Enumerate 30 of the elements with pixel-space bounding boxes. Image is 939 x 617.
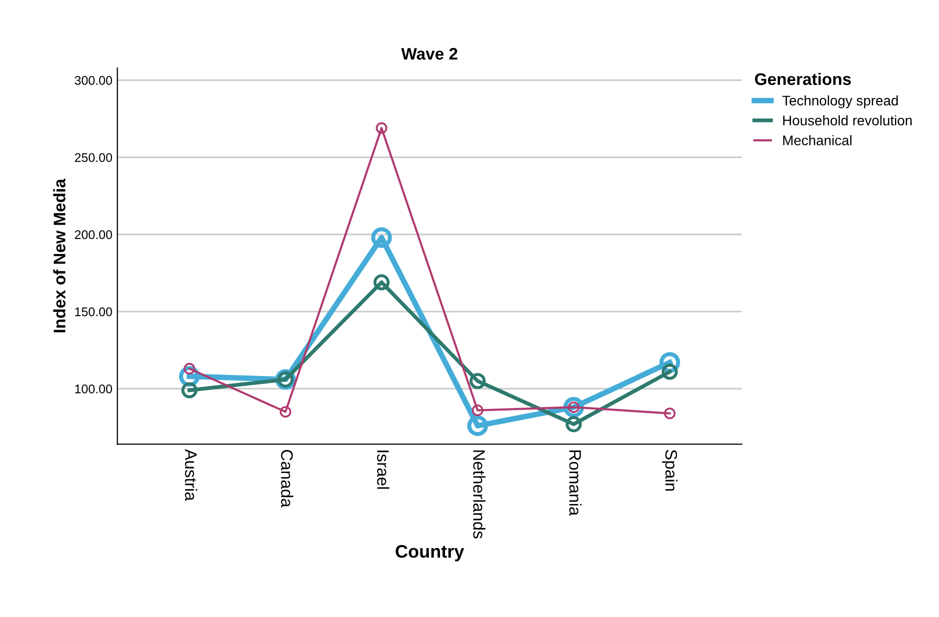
y-tick-label: 250.00 xyxy=(74,153,112,162)
point xyxy=(470,372,486,390)
y-tick-label: 150.00 xyxy=(75,307,112,316)
chart-title: Wave 2 xyxy=(401,48,458,60)
point xyxy=(467,415,488,436)
point xyxy=(472,404,484,416)
x-tick-label: Netherlands xyxy=(473,450,486,538)
y-axis-title: Index of New Media xyxy=(53,178,66,332)
point xyxy=(664,408,676,420)
y-tick-label: 200.00 xyxy=(74,230,112,240)
x-tick-label: Romania xyxy=(569,450,582,516)
point xyxy=(184,362,196,374)
point xyxy=(181,382,198,398)
point xyxy=(280,406,292,418)
y-tick-label: 300.00 xyxy=(74,76,112,85)
x-tick-label: Canada xyxy=(281,450,294,508)
x-tick-label: Spain xyxy=(662,450,678,491)
legend-label: Household revolution xyxy=(783,115,912,126)
point xyxy=(662,364,678,380)
point xyxy=(376,122,388,134)
point xyxy=(566,416,582,432)
x-tick-label: Austria xyxy=(184,449,198,501)
y-tick-label: 100.00 xyxy=(75,384,112,394)
legend-title: Generations xyxy=(754,72,851,86)
legend-label: Mechanical xyxy=(783,135,852,146)
point xyxy=(374,274,390,290)
legend-label: Technology spread xyxy=(782,95,898,108)
point xyxy=(371,227,392,248)
x-axis-title: Country xyxy=(396,544,464,562)
x-tick-label: Israel xyxy=(377,450,390,489)
